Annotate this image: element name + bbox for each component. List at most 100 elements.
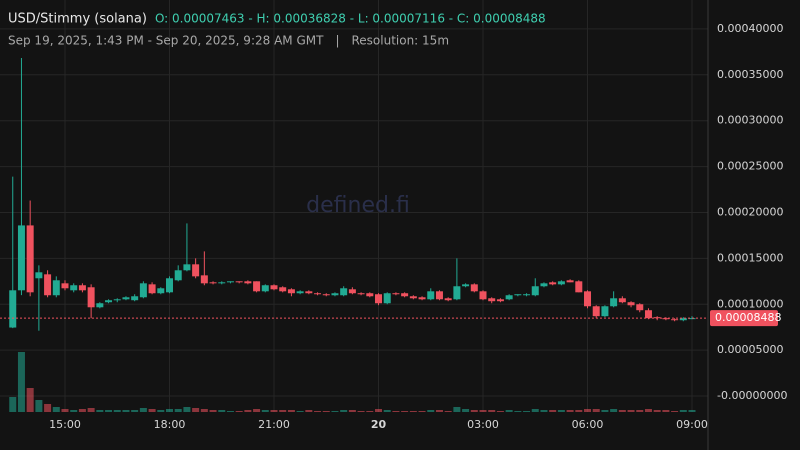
candle-body <box>322 294 330 296</box>
candle-body <box>549 282 557 285</box>
volume-bar <box>261 410 269 412</box>
x-tick-label: 15:00 <box>49 418 81 431</box>
volume-bar <box>627 410 635 412</box>
volume-bar <box>166 409 174 412</box>
separator: | <box>335 34 339 48</box>
candle-body <box>279 287 287 292</box>
candle-body <box>17 225 25 291</box>
volume-bar <box>52 407 60 412</box>
candle-body <box>348 289 356 294</box>
volume-bar <box>418 411 426 412</box>
x-tick-label: 03:00 <box>467 418 499 431</box>
candle-body <box>488 298 496 302</box>
x-tick-label: 09:00 <box>676 418 708 431</box>
y-tick-label: 0.00015000 <box>717 251 783 264</box>
candle-body <box>139 283 147 298</box>
candle-body <box>575 281 583 293</box>
candle-body <box>44 274 52 296</box>
volume-bar <box>610 409 618 412</box>
volume-bar <box>592 409 600 412</box>
candle-body <box>375 294 383 304</box>
volume-bar <box>226 411 234 412</box>
volume-bar <box>322 411 330 412</box>
volume-bar <box>453 407 461 412</box>
volume-bar <box>688 410 696 412</box>
candle-body <box>70 285 78 291</box>
volume-bar <box>113 410 121 412</box>
candle-body <box>435 291 443 300</box>
volume-bar <box>679 410 687 412</box>
candle-body <box>444 298 452 301</box>
volume-bar <box>653 410 661 412</box>
volume-bar <box>253 409 261 412</box>
volume-bar <box>70 410 78 412</box>
volume-bar <box>401 411 409 412</box>
volume-bar <box>671 411 679 412</box>
candle-body <box>357 293 365 295</box>
volume-bar <box>584 409 592 412</box>
candle-body <box>200 275 208 284</box>
volume-bar <box>174 409 182 412</box>
volume-bar <box>287 410 295 412</box>
candle-body <box>78 285 86 291</box>
volume-bar <box>78 409 86 412</box>
volume-bar <box>192 408 200 412</box>
volume-bar <box>35 400 43 412</box>
candle-body <box>409 296 417 299</box>
volume-bar <box>601 410 609 412</box>
volume-bar <box>531 409 539 412</box>
candle-body <box>253 281 261 292</box>
candle-body <box>314 293 322 295</box>
candle-body <box>183 264 191 271</box>
candle-body <box>584 291 592 307</box>
candle-body <box>392 293 400 295</box>
volume-bar <box>392 411 400 412</box>
volume-bar <box>44 404 52 412</box>
candle-body <box>287 289 295 294</box>
volume-bar <box>314 411 322 412</box>
candle-body <box>105 300 113 303</box>
candle-body <box>418 297 426 300</box>
volume-bar <box>409 411 417 412</box>
y-tick-label: 0.00040000 <box>717 22 783 35</box>
volume-bar <box>435 410 443 412</box>
volume-bar <box>366 411 374 412</box>
y-tick-label: 0.00010000 <box>717 297 783 310</box>
candle-body <box>226 281 234 283</box>
candle-body <box>218 282 226 284</box>
volume-bar <box>662 410 670 412</box>
volume-bar <box>96 410 104 412</box>
candle-body <box>35 272 43 279</box>
candle-body <box>296 291 304 294</box>
candle-body <box>148 284 156 294</box>
candle-body <box>244 281 252 284</box>
candle-body <box>383 293 391 304</box>
candle-body <box>505 295 513 300</box>
candle-body <box>270 285 278 290</box>
candle-body <box>340 288 348 296</box>
volume-bar <box>470 410 478 412</box>
candle-body <box>209 282 217 284</box>
volume-bar <box>488 410 496 412</box>
candle-body <box>514 294 522 296</box>
watermark: defined.fi <box>306 193 410 218</box>
candle-body <box>174 270 182 281</box>
candle-body <box>26 225 34 293</box>
candle-body <box>113 299 121 301</box>
volume-bar <box>148 409 156 412</box>
candle-body <box>9 290 17 328</box>
candle-body <box>453 286 461 300</box>
volume-bar <box>636 410 644 412</box>
volume-bar <box>122 410 130 412</box>
candle-body <box>462 284 470 287</box>
plot <box>0 58 708 412</box>
volume-bar <box>244 410 252 412</box>
candle-body <box>566 280 574 283</box>
candle-body <box>96 303 104 308</box>
candle-body <box>636 304 644 311</box>
candle-body <box>531 286 539 296</box>
candle-body <box>557 281 565 285</box>
grid <box>0 0 708 412</box>
candle-body <box>644 310 652 319</box>
